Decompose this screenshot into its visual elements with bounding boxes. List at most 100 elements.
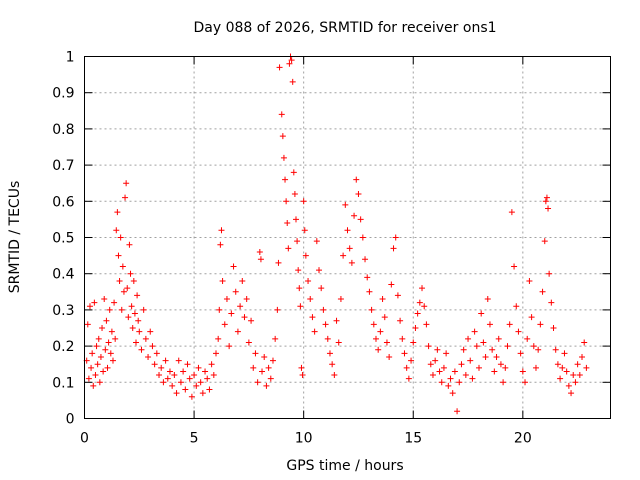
- data-point: [576, 372, 583, 379]
- data-point: [283, 198, 290, 205]
- data-point: [432, 357, 439, 364]
- data-point: [102, 346, 109, 353]
- data-point: [128, 303, 135, 310]
- data-point: [199, 390, 206, 397]
- data-point: [126, 241, 133, 248]
- y-tick-label: 0.2: [52, 339, 74, 355]
- data-point: [528, 314, 535, 321]
- data-point: [423, 321, 430, 328]
- data-point: [217, 241, 224, 248]
- data-point: [357, 216, 364, 223]
- data-point: [364, 274, 371, 281]
- data-point: [111, 299, 118, 306]
- data-point: [489, 346, 496, 353]
- data-point: [239, 277, 246, 284]
- data-point: [574, 361, 581, 368]
- data-point: [101, 296, 108, 303]
- data-point: [191, 372, 198, 379]
- data-point: [419, 285, 426, 292]
- data-point: [482, 353, 489, 360]
- data-point: [535, 346, 542, 353]
- data-point: [368, 306, 375, 313]
- data-point: [289, 78, 296, 85]
- data-point: [89, 350, 96, 357]
- data-point: [383, 339, 390, 346]
- data-point: [250, 364, 257, 371]
- data-point: [133, 339, 140, 346]
- data-point: [213, 350, 219, 357]
- data-point: [206, 386, 213, 393]
- data-point: [261, 353, 268, 360]
- data-point: [530, 343, 537, 350]
- data-point: [153, 350, 160, 357]
- data-point: [388, 281, 395, 288]
- data-point: [561, 350, 568, 357]
- data-point: [237, 303, 244, 310]
- data-point: [123, 180, 130, 187]
- data-point: [318, 285, 325, 292]
- data-point: [88, 364, 95, 371]
- data-point: [346, 245, 353, 252]
- data-point: [151, 361, 158, 368]
- data-point: [401, 350, 408, 357]
- data-point: [130, 277, 137, 284]
- data-point: [149, 343, 156, 350]
- data-point: [456, 379, 463, 386]
- y-tick-label: 0.7: [52, 158, 74, 174]
- data-point: [93, 343, 100, 350]
- data-point: [399, 335, 406, 342]
- data-point: [305, 277, 312, 284]
- data-point: [160, 379, 167, 386]
- data-point: [583, 364, 590, 371]
- data-point: [397, 317, 404, 324]
- data-point: [467, 357, 474, 364]
- data-point: [136, 328, 143, 335]
- data-point: [248, 317, 255, 324]
- data-point: [284, 220, 291, 227]
- data-point: [131, 310, 138, 317]
- data-point: [184, 361, 191, 368]
- data-point: [285, 245, 292, 252]
- data-point: [438, 379, 445, 386]
- data-point: [291, 191, 298, 198]
- data-point: [171, 372, 178, 379]
- data-point: [234, 328, 241, 335]
- data-point: [476, 364, 482, 371]
- data-point: [193, 382, 200, 389]
- data-point: [447, 375, 454, 382]
- data-point: [440, 364, 447, 371]
- data-point: [460, 346, 467, 353]
- data-point: [119, 263, 126, 270]
- data-point: [112, 335, 119, 342]
- data-point: [166, 368, 173, 375]
- data-point: [290, 169, 297, 176]
- data-point: [278, 111, 285, 118]
- data-point: [127, 270, 134, 277]
- y-tick-label: 0: [66, 412, 75, 428]
- data-point: [197, 379, 204, 386]
- data-point: [554, 361, 561, 368]
- data-point: [337, 296, 344, 303]
- data-point: [416, 299, 423, 306]
- data-point: [486, 321, 493, 328]
- data-point: [309, 314, 316, 321]
- y-tick-label: 0.6: [52, 194, 74, 210]
- data-point: [359, 234, 366, 241]
- data-point: [414, 310, 421, 317]
- data-point: [572, 379, 579, 386]
- data-point: [449, 390, 456, 397]
- data-point: [403, 364, 410, 371]
- data-point: [243, 296, 250, 303]
- data-point: [478, 310, 485, 317]
- data-point: [135, 317, 142, 324]
- data-point: [188, 393, 195, 400]
- y-axis-label: SRMTID / TECUs: [7, 181, 23, 294]
- data-point: [313, 238, 320, 245]
- data-point: [372, 335, 379, 342]
- data-point: [223, 296, 230, 303]
- data-point: [355, 191, 362, 198]
- data-point: [186, 375, 193, 382]
- data-point: [140, 306, 147, 313]
- data-point: [97, 353, 104, 360]
